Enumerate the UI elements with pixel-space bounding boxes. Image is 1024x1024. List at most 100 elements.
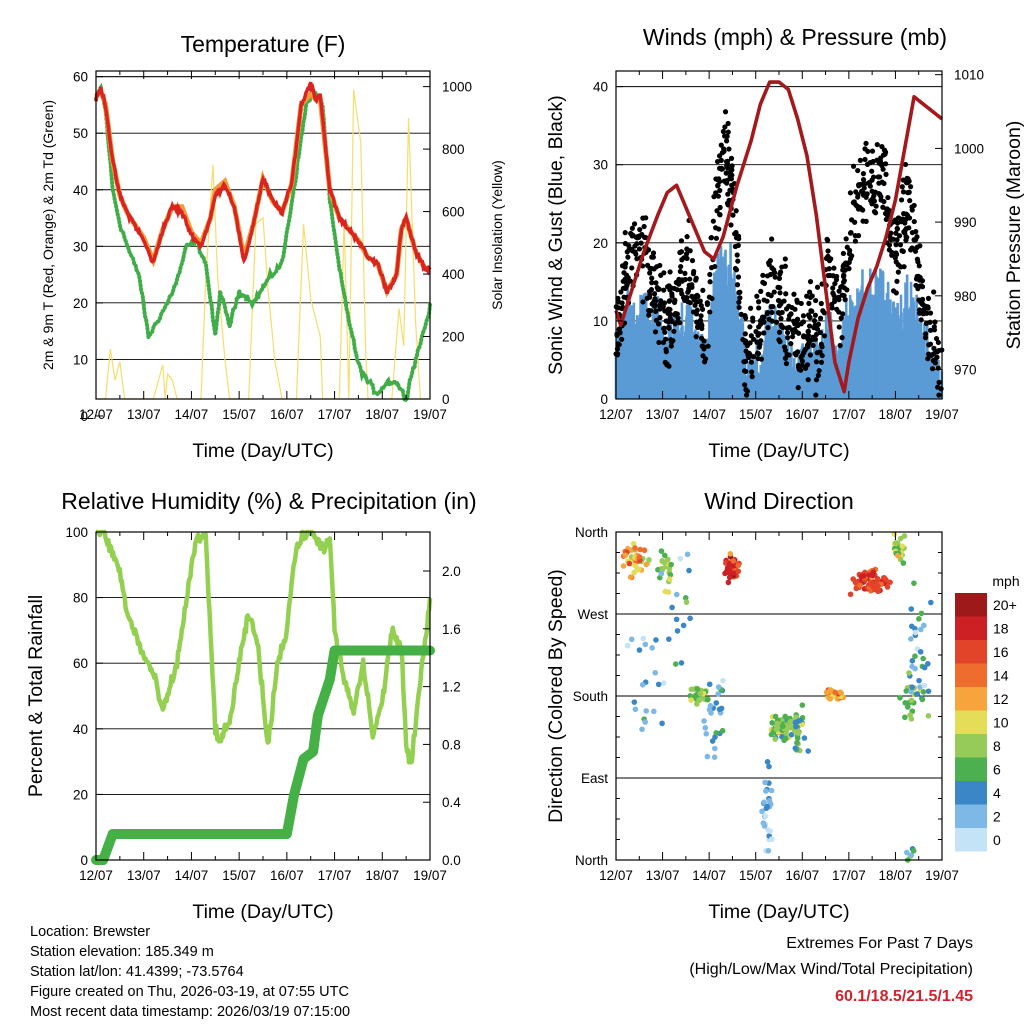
direction-point bbox=[713, 700, 720, 706]
gust-point bbox=[805, 377, 811, 383]
gust-point bbox=[714, 208, 720, 214]
gust-point bbox=[851, 199, 857, 205]
direction-ytick-label: North bbox=[575, 853, 608, 868]
direction-point bbox=[711, 754, 718, 760]
gust-point bbox=[776, 298, 782, 304]
gust-point bbox=[651, 291, 658, 297]
direction-point bbox=[667, 572, 674, 578]
direction-point bbox=[620, 563, 627, 569]
direction-xtick-label: 17/07 bbox=[832, 868, 866, 883]
direction-point bbox=[921, 664, 928, 671]
direction-point bbox=[636, 553, 643, 560]
gust-point bbox=[652, 297, 658, 304]
gust-point bbox=[852, 238, 859, 244]
gust-point bbox=[786, 312, 793, 319]
gust-point bbox=[831, 298, 838, 305]
gust-point bbox=[784, 351, 790, 358]
gust-point bbox=[622, 240, 628, 247]
direction-point bbox=[661, 559, 668, 566]
gust-point bbox=[794, 297, 800, 303]
gust-point bbox=[717, 204, 723, 211]
direction-point bbox=[658, 570, 665, 577]
gust-point bbox=[904, 175, 910, 181]
winds-xtick-label: 15/07 bbox=[739, 407, 773, 422]
gust-point bbox=[923, 331, 929, 337]
gust-point bbox=[806, 300, 812, 306]
gust-point bbox=[850, 163, 857, 169]
gust-point bbox=[844, 244, 850, 250]
gust-point bbox=[896, 233, 903, 239]
gust-point bbox=[926, 351, 932, 357]
gust-point bbox=[748, 333, 754, 339]
colorbar-label: 14 bbox=[993, 668, 1009, 684]
direction-point bbox=[772, 736, 778, 742]
direction-point bbox=[735, 562, 742, 569]
gust-point bbox=[668, 311, 674, 318]
gust-point bbox=[824, 236, 830, 242]
gust-point bbox=[764, 273, 771, 279]
direction-point bbox=[794, 739, 800, 746]
gust-point bbox=[743, 392, 750, 398]
direction-point bbox=[686, 567, 692, 574]
gust-point bbox=[627, 278, 634, 284]
gust-point bbox=[765, 325, 771, 331]
gust-point bbox=[831, 265, 837, 271]
direction-point bbox=[709, 738, 716, 744]
gust-point bbox=[770, 304, 776, 310]
direction-point bbox=[925, 660, 931, 667]
direction-point bbox=[630, 540, 637, 547]
gust-point bbox=[842, 297, 848, 303]
gust-point bbox=[784, 329, 791, 336]
direction-point bbox=[642, 641, 649, 648]
gust-point bbox=[894, 278, 900, 284]
gust-point bbox=[725, 191, 731, 197]
gust-point bbox=[694, 319, 700, 325]
gust-point bbox=[648, 287, 655, 293]
gust-point bbox=[863, 140, 869, 146]
direction-point bbox=[762, 813, 769, 820]
direction-point bbox=[632, 545, 638, 551]
humidity-xtick-label: 17/07 bbox=[318, 868, 352, 883]
gust-point bbox=[743, 387, 749, 393]
gust-point bbox=[693, 277, 699, 283]
direction-title: Wind Direction bbox=[704, 488, 854, 514]
gust-point bbox=[855, 167, 861, 174]
gust-point bbox=[927, 310, 934, 316]
gust-point bbox=[732, 231, 738, 237]
gust-point bbox=[715, 182, 721, 188]
direction-point bbox=[772, 713, 779, 720]
gust-point bbox=[794, 349, 801, 355]
gust-point bbox=[695, 299, 701, 305]
gust-point bbox=[883, 216, 889, 223]
direction-point bbox=[920, 689, 927, 695]
gust-point bbox=[907, 198, 913, 204]
gust-point bbox=[723, 159, 730, 165]
gust-point bbox=[629, 225, 635, 231]
direction-point bbox=[768, 787, 775, 794]
direction-point bbox=[909, 684, 915, 690]
gust-point bbox=[710, 218, 716, 224]
gust-point bbox=[860, 176, 867, 183]
gust-point bbox=[813, 331, 820, 337]
gust-point bbox=[616, 341, 622, 348]
direction-point bbox=[766, 763, 772, 770]
direction-point bbox=[897, 694, 903, 701]
temperature-y2tick-label: 1000 bbox=[442, 80, 472, 95]
info-timestamp: Most recent data timestamp: 2026/03/19 0… bbox=[30, 1004, 351, 1020]
direction-point bbox=[718, 705, 725, 712]
winds-y2tick-label: 1010 bbox=[954, 68, 984, 83]
gust-point bbox=[905, 190, 911, 196]
direction-point bbox=[662, 588, 669, 595]
gust-point bbox=[894, 225, 900, 231]
series-2m-temperature bbox=[94, 81, 432, 295]
gust-point bbox=[895, 269, 901, 275]
direction-point bbox=[672, 661, 679, 667]
direction-xtick-label: 12/07 bbox=[599, 868, 633, 883]
gust-point bbox=[902, 161, 909, 168]
gust-point bbox=[727, 169, 733, 176]
direction-point bbox=[908, 716, 915, 722]
direction-point bbox=[921, 682, 928, 689]
direction-point bbox=[636, 566, 642, 573]
gust-point bbox=[695, 324, 701, 330]
winds-xtick-label: 19/07 bbox=[925, 407, 959, 422]
